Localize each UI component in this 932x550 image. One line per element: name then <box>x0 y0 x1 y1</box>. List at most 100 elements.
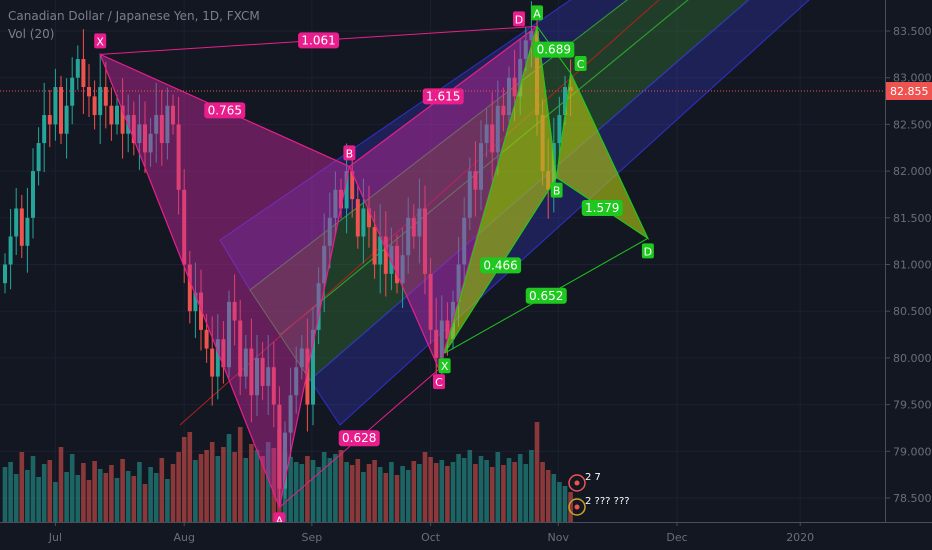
volume-bar <box>131 476 137 522</box>
volume-bar <box>305 456 310 522</box>
last-price-value: 82.855 <box>890 85 929 98</box>
pink_pattern-point-badge <box>94 33 107 49</box>
green_pattern-point-badge <box>531 5 543 21</box>
volume-indicator-label[interactable]: Vol (20) <box>8 27 55 41</box>
candle-body <box>266 367 271 386</box>
harmonic-patterns[interactable]: 0.765 0.628 1.615 1.061 X A B C D 0.466 0.689 1.579… <box>94 5 654 528</box>
volume-bar <box>187 432 193 522</box>
pink_pattern-point-badge <box>433 374 445 390</box>
events[interactable]: 2 7 2 ??? ??? <box>568 472 630 516</box>
candle-body <box>8 236 13 265</box>
candle-body <box>322 245 327 284</box>
volume-bar <box>433 463 439 522</box>
candle-body <box>25 217 30 246</box>
candle-body <box>462 217 467 265</box>
volume-bar <box>159 458 165 522</box>
candle-body <box>361 208 366 237</box>
candle-body <box>327 217 332 246</box>
green_pattern-point-d: D <box>644 245 652 258</box>
candle-body <box>199 292 203 330</box>
volume-bar <box>103 473 109 522</box>
candle-body <box>75 59 80 78</box>
volume-bar <box>417 464 422 522</box>
price-tick-label: 79.000 <box>893 445 932 458</box>
candle-body <box>19 208 24 246</box>
pink_pattern-point-x: X <box>96 35 104 48</box>
volume-bar <box>445 466 450 522</box>
price-tick-label: 83.000 <box>893 72 932 85</box>
candle-body <box>171 105 175 125</box>
volume-bar <box>551 474 557 522</box>
candle-body <box>249 348 254 396</box>
price-tick-label: 82.000 <box>893 165 932 178</box>
candle-body <box>479 143 483 190</box>
symbol-title[interactable]: Canadian Dollar / Japanese Yen, 1D, FXCM <box>8 9 260 23</box>
candle-body <box>378 236 383 265</box>
dividend-count: 2 ??? ??? <box>585 496 630 507</box>
volume-bar <box>64 472 69 522</box>
volume-bar <box>204 450 209 522</box>
candle-body <box>417 208 422 237</box>
volume-bar <box>456 454 461 522</box>
volume-bar <box>221 447 226 522</box>
candle-body <box>434 329 439 358</box>
volume-bar <box>25 470 30 522</box>
volume-bar <box>523 464 529 522</box>
volume-bar <box>114 478 120 522</box>
volume-bar <box>215 456 221 522</box>
candle-body <box>311 329 315 405</box>
candle-body <box>103 87 108 106</box>
time-tick-label: Sep <box>302 531 323 544</box>
candle-body <box>557 115 562 144</box>
volume-bar <box>8 462 13 522</box>
volume-bar <box>53 482 58 522</box>
pink_pattern-ratio-xb: 0.765 <box>208 103 242 117</box>
pink_pattern-ratio-badge <box>422 88 464 105</box>
price-tick-label: 82.500 <box>893 118 932 131</box>
candle-body <box>182 189 187 265</box>
volume-bar <box>265 442 271 522</box>
candle-body <box>154 115 159 134</box>
volume-bar <box>142 484 148 522</box>
volume-bar <box>506 458 512 522</box>
volume-bar <box>47 460 53 522</box>
volume-bar <box>299 464 305 522</box>
candle-body <box>3 264 7 284</box>
chart-legend: Canadian Dollar / Japanese Yen, 1D, FXCM… <box>8 7 260 43</box>
candle-body <box>31 171 35 218</box>
volume-bar <box>372 460 377 522</box>
green_pattern-point-b: B <box>553 185 561 198</box>
earnings-count: 2 7 <box>585 472 601 483</box>
price-axis[interactable]: 83.500 83.000 82.500 82.000 81.500 81.000 80.5… <box>886 25 932 505</box>
volume-bar <box>512 462 517 522</box>
candle-body <box>87 87 91 97</box>
candle-body <box>529 31 534 41</box>
candle-body <box>36 143 41 172</box>
candle-body <box>243 348 248 377</box>
volume-bar <box>153 473 159 522</box>
candle-body <box>193 292 198 312</box>
candle-body <box>294 367 299 396</box>
volume-bar <box>405 470 411 522</box>
candle-body <box>176 124 181 190</box>
price-tick-label: 81.000 <box>893 259 932 272</box>
price-tick-label: 81.500 <box>893 212 932 225</box>
price-tick-label: 80.000 <box>893 352 932 365</box>
candle-body <box>344 171 349 209</box>
volume-bar <box>109 465 114 522</box>
time-axis[interactable]: Jul Aug Sep Oct Nov Dec 2020 <box>48 522 814 544</box>
candle-body <box>316 283 321 330</box>
volume-bar <box>562 486 568 522</box>
volume-bar <box>232 452 237 522</box>
volume-bar <box>349 465 355 522</box>
time-tick-label: Nov <box>548 531 570 544</box>
price-tick-label: 78.500 <box>893 492 932 505</box>
volume-bar <box>209 442 215 522</box>
candle-body <box>400 255 405 284</box>
dividend-icon[interactable]: 2 ??? ??? <box>568 496 630 516</box>
volume-bar <box>293 462 299 522</box>
volume-bar <box>198 454 204 522</box>
earnings-icon[interactable]: 2 7 <box>568 472 601 492</box>
candle-body <box>204 329 209 349</box>
